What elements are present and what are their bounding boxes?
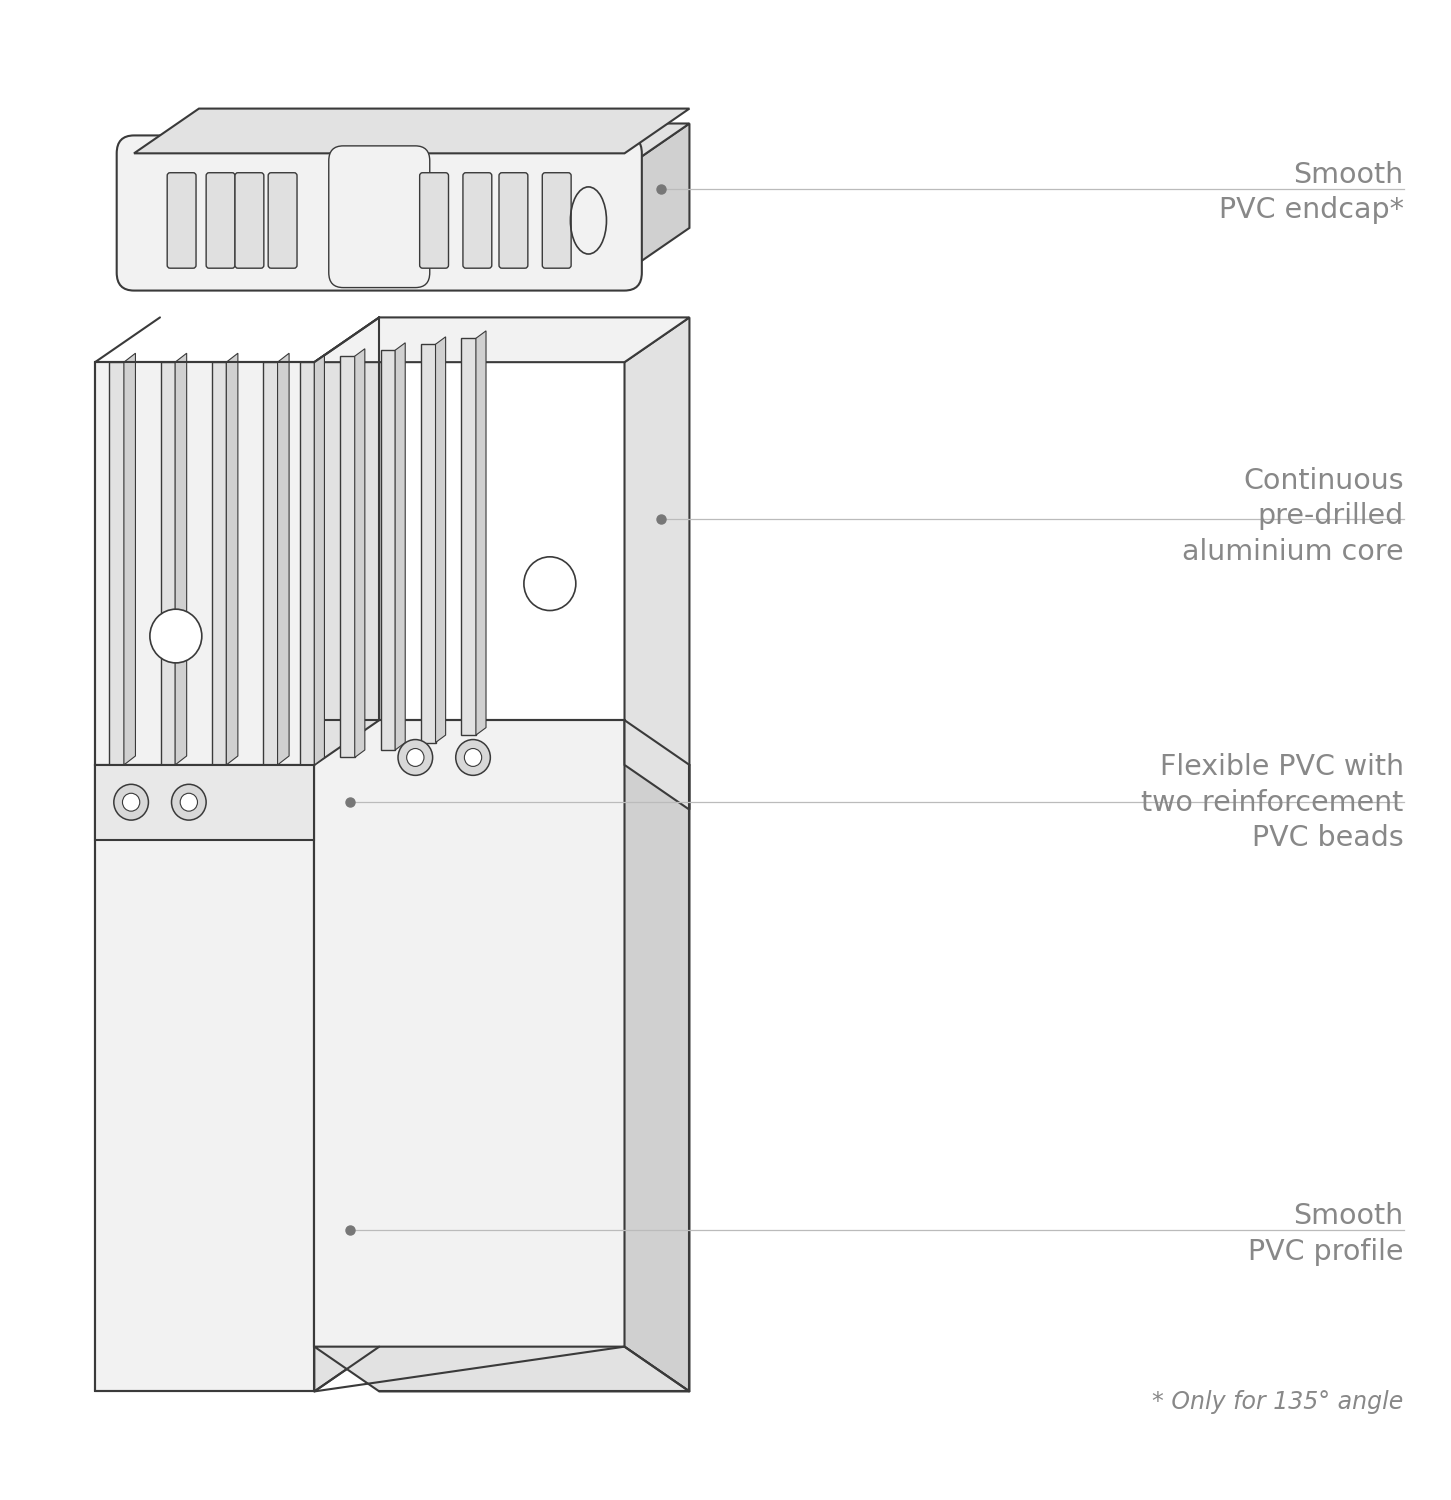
Circle shape — [171, 784, 206, 820]
Polygon shape — [315, 318, 689, 362]
Text: * Only for 135° angle: * Only for 135° angle — [1152, 1390, 1403, 1414]
Circle shape — [524, 556, 576, 610]
Polygon shape — [277, 352, 289, 765]
Circle shape — [406, 748, 424, 766]
Polygon shape — [354, 348, 364, 758]
Polygon shape — [315, 1347, 689, 1392]
FancyBboxPatch shape — [268, 172, 297, 268]
FancyBboxPatch shape — [235, 172, 264, 268]
Text: Flexible PVC with
two reinforcement
PVC beads: Flexible PVC with two reinforcement PVC … — [1142, 753, 1403, 852]
Polygon shape — [624, 123, 689, 273]
Circle shape — [398, 740, 432, 776]
Polygon shape — [263, 362, 277, 765]
Polygon shape — [212, 362, 226, 765]
Polygon shape — [315, 318, 379, 765]
Polygon shape — [133, 123, 689, 168]
FancyBboxPatch shape — [167, 172, 196, 268]
Circle shape — [149, 609, 202, 663]
Circle shape — [122, 794, 139, 812]
Text: Smooth
PVC profile: Smooth PVC profile — [1248, 1202, 1403, 1266]
FancyBboxPatch shape — [419, 172, 448, 268]
FancyBboxPatch shape — [329, 146, 429, 288]
FancyBboxPatch shape — [116, 135, 641, 291]
Polygon shape — [226, 352, 238, 765]
FancyBboxPatch shape — [543, 172, 572, 268]
Polygon shape — [624, 318, 689, 810]
Text: Smooth
PVC endcap*: Smooth PVC endcap* — [1219, 160, 1403, 225]
Circle shape — [113, 784, 148, 820]
FancyBboxPatch shape — [206, 172, 235, 268]
Polygon shape — [176, 352, 187, 765]
Circle shape — [456, 740, 490, 776]
Circle shape — [464, 748, 482, 766]
Polygon shape — [461, 339, 476, 735]
Polygon shape — [133, 168, 624, 273]
Polygon shape — [315, 720, 379, 1392]
Polygon shape — [300, 362, 315, 765]
Polygon shape — [341, 356, 354, 758]
Polygon shape — [421, 345, 435, 742]
Polygon shape — [435, 338, 445, 742]
Circle shape — [180, 794, 197, 812]
Polygon shape — [395, 344, 405, 750]
Polygon shape — [624, 720, 689, 1392]
Polygon shape — [380, 350, 395, 750]
Polygon shape — [476, 332, 486, 735]
Polygon shape — [315, 720, 624, 1347]
Polygon shape — [109, 362, 123, 765]
Polygon shape — [315, 354, 325, 765]
Polygon shape — [133, 108, 689, 153]
Text: Continuous
pre-drilled
aluminium core: Continuous pre-drilled aluminium core — [1183, 466, 1403, 566]
Polygon shape — [96, 765, 315, 1392]
Polygon shape — [96, 765, 315, 840]
Polygon shape — [123, 352, 135, 765]
Polygon shape — [96, 362, 315, 765]
Polygon shape — [161, 362, 176, 765]
FancyBboxPatch shape — [499, 172, 528, 268]
FancyBboxPatch shape — [463, 172, 492, 268]
